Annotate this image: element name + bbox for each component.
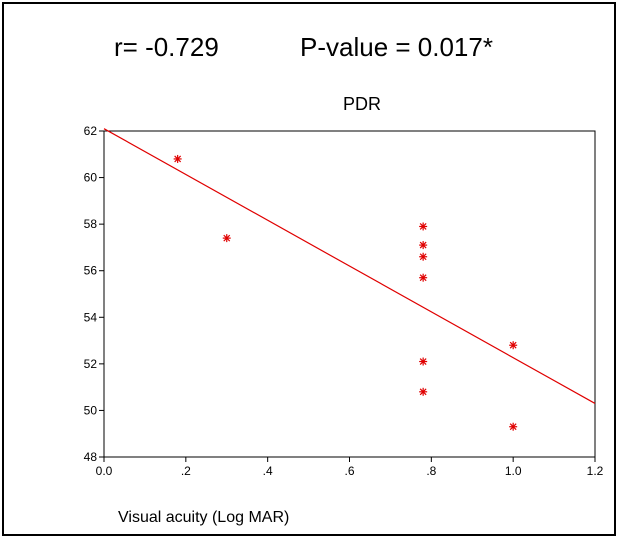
chart-title: PDR <box>343 94 381 114</box>
x-tick-label: 0.0 <box>96 464 113 478</box>
y-tick-label: 58 <box>84 217 98 231</box>
x-tick-label: 1.0 <box>505 464 522 478</box>
correlation-coefficient: r= -0.729 <box>114 32 219 62</box>
data-point <box>509 341 518 350</box>
data-point <box>509 422 518 431</box>
x-tick-label: .4 <box>263 464 273 478</box>
p-value: P-value = 0.017* <box>300 32 493 62</box>
y-tick-label: 50 <box>84 403 98 417</box>
stats-line: r= -0.729 P-value = 0.017* <box>4 32 614 72</box>
x-tick-label: .6 <box>344 464 354 478</box>
data-point <box>419 252 428 261</box>
y-tick-label: 60 <box>84 171 98 185</box>
x-tick-label: .8 <box>426 464 436 478</box>
axes: 0.0 .2 .4 .6 .8 1.0 1.2 48 50 52 54 56 58 60 62 <box>84 124 604 478</box>
data-point <box>419 357 428 366</box>
x-tick-label: 1.2 <box>587 464 604 478</box>
data-point <box>419 241 428 250</box>
data-points <box>173 154 518 431</box>
data-point <box>419 222 428 231</box>
y-tick-label: 52 <box>84 357 98 371</box>
data-point <box>173 154 182 163</box>
y-tick-label: 54 <box>84 310 98 324</box>
y-tick-label: 62 <box>84 124 98 138</box>
x-axis-label: Visual acuity (Log MAR) <box>118 509 289 526</box>
plot-area <box>103 130 596 458</box>
data-point <box>419 273 428 282</box>
y-tick-label: 56 <box>84 264 98 278</box>
y-tick-label: 48 <box>84 450 98 464</box>
data-point <box>222 234 231 243</box>
regression-line <box>103 128 596 404</box>
data-point <box>419 387 428 396</box>
regression-line-group <box>103 128 596 404</box>
x-tick-label: .2 <box>181 464 191 478</box>
